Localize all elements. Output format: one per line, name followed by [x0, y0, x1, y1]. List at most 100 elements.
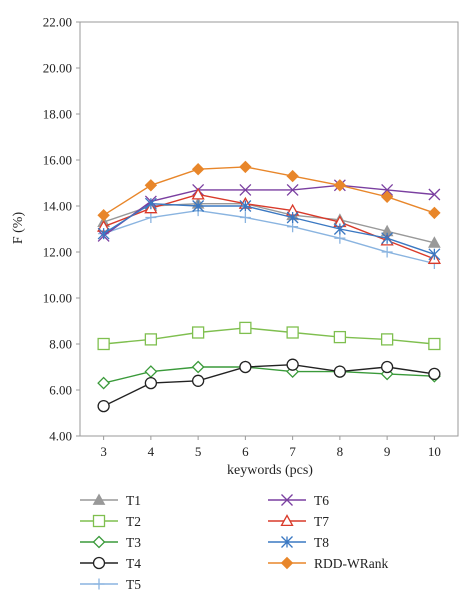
- data-point: [97, 227, 110, 240]
- y-tick-label: 4.00: [49, 429, 72, 444]
- data-point: [380, 360, 394, 374]
- data-point: [333, 223, 346, 235]
- data-point: [97, 208, 110, 222]
- y-tick-label: 16.00: [43, 153, 72, 168]
- legend-label: T6: [314, 493, 329, 508]
- data-point: [333, 179, 347, 192]
- legend-item: T2: [80, 514, 141, 529]
- y-tick-label: 20.00: [43, 61, 72, 76]
- legend-label: T3: [126, 535, 141, 550]
- data-point: [191, 326, 205, 339]
- series-line: [103, 366, 435, 384]
- data-point: [380, 333, 394, 346]
- data-point: [191, 374, 205, 387]
- data-point: [239, 212, 251, 223]
- series-line: [103, 363, 435, 407]
- data-point: [333, 365, 347, 378]
- x-tick-label: 6: [242, 444, 249, 459]
- legend-item: T6: [268, 493, 329, 508]
- data-point: [286, 326, 299, 339]
- y-tick-label: 12.00: [43, 245, 72, 260]
- plot-border: [79, 21, 459, 437]
- data-point: [144, 376, 158, 390]
- legend-item: T1: [80, 493, 141, 508]
- legend-item: RDD-WRank: [268, 556, 388, 571]
- data-point: [144, 179, 158, 192]
- legend-item: T5: [80, 577, 141, 592]
- y-axis-title: F (%): [11, 212, 26, 245]
- data-point: [286, 358, 299, 371]
- legend-label: T2: [126, 514, 141, 529]
- data-point: [381, 246, 393, 258]
- data-point: [239, 321, 252, 335]
- y-tick-label: 6.00: [49, 383, 72, 398]
- legend-label: T7: [314, 514, 329, 529]
- x-tick-label: 3: [100, 444, 107, 459]
- plot-area: [79, 21, 459, 437]
- series-rdd-wrank: [97, 160, 441, 222]
- data-point: [97, 399, 110, 413]
- legend: T1 T2 T3 T4 T5 T6 T7 T8 RDD-WRank: [80, 493, 388, 592]
- series-line: [103, 202, 435, 255]
- data-point: [428, 367, 441, 381]
- data-point: [333, 330, 347, 344]
- legend-label: T8: [314, 535, 329, 550]
- data-point: [144, 333, 158, 346]
- data-point: [286, 169, 299, 183]
- series-line: [103, 166, 435, 216]
- data-point: [428, 248, 441, 261]
- data-point: [97, 337, 110, 351]
- data-point: [286, 211, 299, 224]
- legend-marker: [93, 578, 105, 590]
- series-line: [103, 209, 435, 265]
- series-layer: [97, 160, 441, 413]
- legend-label: T5: [126, 577, 141, 592]
- data-point: [239, 360, 252, 374]
- y-tick-label: 8.00: [49, 337, 72, 352]
- data-point: [144, 365, 158, 379]
- x-tick-label: 8: [337, 444, 344, 459]
- data-point: [239, 200, 252, 212]
- legend-item: T4: [80, 556, 141, 571]
- y-tick-label: 14.00: [43, 199, 72, 214]
- legend-marker: [281, 494, 293, 506]
- data-point: [97, 376, 111, 390]
- legend-marker: [92, 514, 106, 528]
- legend-marker: [92, 535, 106, 549]
- y-axis: 4.00 6.00 8.00 10.00 12.00 14.00 16.00 18.00 20.…: [43, 15, 80, 444]
- x-tick-label: 5: [195, 444, 202, 459]
- legend-label: T4: [126, 556, 141, 571]
- legend-item: T3: [80, 535, 141, 550]
- data-point: [191, 162, 205, 176]
- data-point: [428, 236, 441, 248]
- data-point: [192, 200, 205, 212]
- data-point: [381, 232, 394, 245]
- data-point: [428, 337, 441, 351]
- legend-marker: [92, 493, 106, 505]
- legend-item: T7: [268, 514, 329, 529]
- series-t8: [97, 197, 441, 261]
- series-line: [103, 184, 435, 237]
- legend-marker: [280, 556, 294, 570]
- legend-label: T1: [126, 493, 141, 508]
- legend-label: RDD-WRank: [314, 556, 388, 571]
- legend-item: T8: [268, 535, 329, 550]
- legend-marker: [280, 514, 294, 527]
- data-point: [287, 221, 299, 233]
- series-t2: [97, 321, 441, 351]
- series-t4: [97, 358, 441, 413]
- data-point: [191, 187, 205, 200]
- series-line: [103, 327, 435, 345]
- legend-marker: [92, 556, 106, 570]
- data-point: [380, 190, 394, 204]
- x-tick-label: 4: [148, 444, 155, 459]
- legend-marker: [281, 536, 293, 548]
- data-point: [428, 188, 441, 201]
- data-point: [144, 197, 157, 210]
- data-point: [191, 360, 205, 374]
- x-axis: 3 4 5 6 7 8 9 10: [100, 436, 441, 459]
- data-point: [145, 212, 157, 223]
- y-tick-label: 18.00: [43, 107, 72, 122]
- x-axis-title: keywords (pcs): [227, 463, 313, 478]
